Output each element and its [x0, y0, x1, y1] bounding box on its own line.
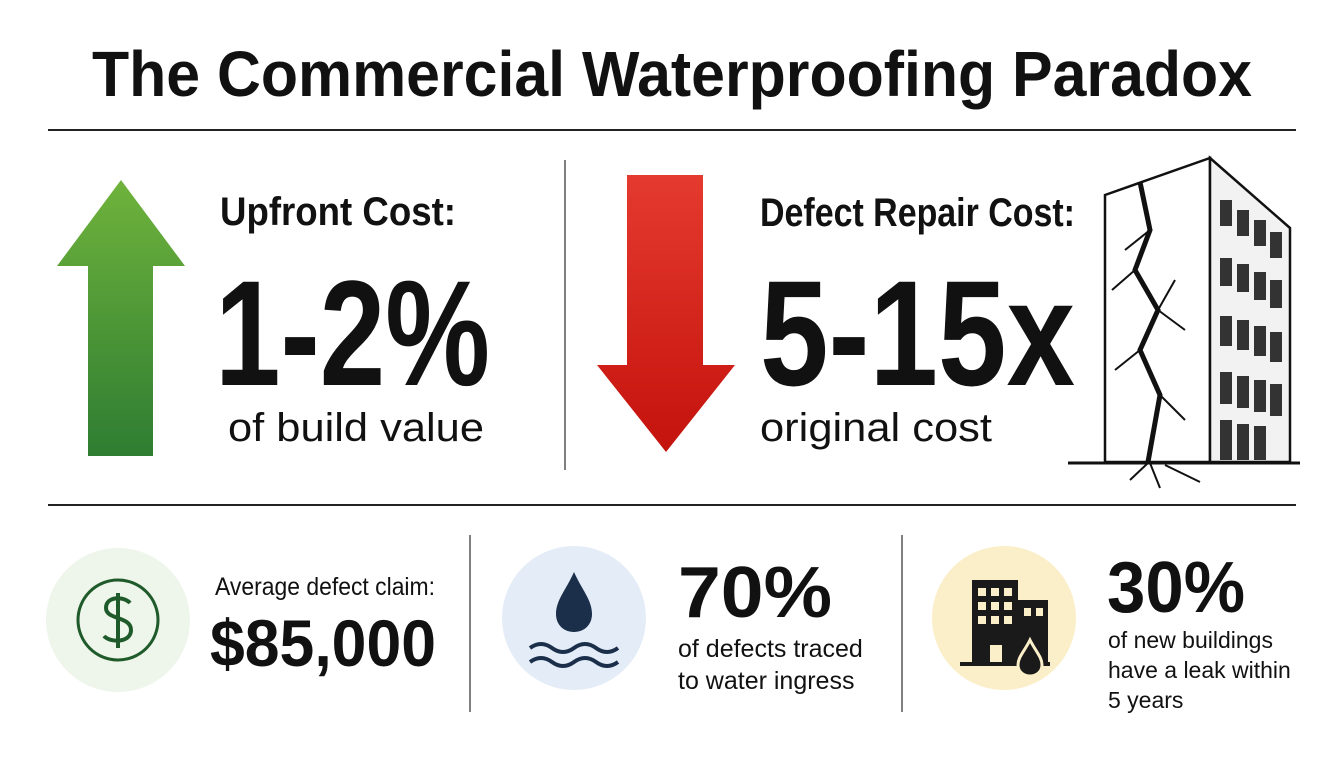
up-arrow: [57, 180, 185, 456]
building-illustration: [1068, 155, 1300, 489]
title: The Commercial Waterproofing Paradox: [92, 38, 1252, 110]
stat-line: 5 years: [1108, 687, 1183, 713]
wave-icon: [528, 642, 620, 668]
panel-value: 5-15x: [760, 249, 1075, 417]
stat-line: to water ingress: [678, 667, 854, 695]
stat-value: 70%: [678, 553, 832, 633]
stat-line: of new buildings: [1108, 627, 1273, 653]
stat-value: 30%: [1107, 548, 1245, 628]
panel-caption: of build value: [228, 406, 484, 450]
stat-line: have a leak within: [1108, 657, 1291, 683]
panel-caption: original cost: [760, 406, 992, 450]
down-arrow: [597, 175, 735, 452]
stat-label: Average defect claim:: [215, 573, 435, 601]
panel-label: Defect Repair Cost:: [760, 191, 1075, 235]
drop-icon: [556, 572, 592, 632]
panel-value: 1-2%: [215, 249, 490, 417]
stat-value: $85,000: [210, 606, 436, 680]
building-icon: [960, 580, 1050, 678]
dollar-icon: [102, 593, 134, 648]
dollar-icon: [76, 578, 160, 662]
panel-label: Upfront Cost:: [220, 190, 456, 234]
stat-line: of defects traced: [678, 635, 863, 663]
